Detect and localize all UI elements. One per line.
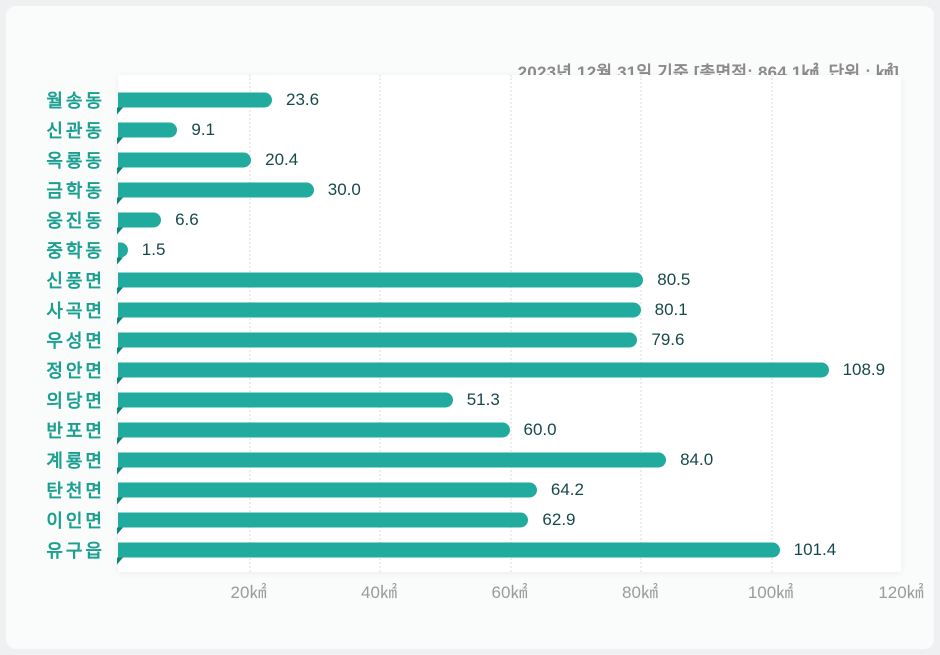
bar-tail xyxy=(117,137,123,145)
x-axis: 20㎢ 40㎢ 60㎢ 80㎢ 100㎢ 120㎢ xyxy=(118,578,924,604)
gridline xyxy=(379,75,381,572)
bar-tail xyxy=(117,257,123,265)
bar xyxy=(117,212,162,235)
value-label: 101.4 xyxy=(793,540,837,559)
value-label: 9.1 xyxy=(191,120,216,139)
x-tick-label: 20㎢ xyxy=(230,583,267,602)
x-tick-label: 40㎢ xyxy=(361,583,397,602)
bar xyxy=(117,422,510,445)
bar xyxy=(117,242,128,265)
plot-area: 23.6 9.1 20.4 30.0 6.6 1.5 80.5 80.1 79.6 108.9 51… xyxy=(117,75,901,572)
bar xyxy=(117,122,178,145)
bar xyxy=(117,452,667,475)
category-label: 계룡면 xyxy=(46,451,105,471)
bar xyxy=(117,272,644,295)
category-label: 유구읍 xyxy=(46,541,105,561)
value-label: 6.6 xyxy=(175,210,199,229)
bar-tail xyxy=(117,497,123,505)
value-label: 1.5 xyxy=(141,240,166,259)
value-label: 79.6 xyxy=(651,330,685,349)
bar xyxy=(117,392,453,415)
bar xyxy=(117,512,529,535)
bar-tail xyxy=(117,167,123,175)
bar xyxy=(117,92,272,115)
category-label: 월송동 xyxy=(46,91,105,111)
category-label: 옥룡동 xyxy=(46,151,105,171)
value-label: 20.4 xyxy=(265,150,299,169)
bar-tail xyxy=(117,557,123,565)
bar-tail xyxy=(117,107,123,115)
category-label: 중학동 xyxy=(46,241,105,261)
category-label: 탄천면 xyxy=(46,481,105,501)
value-label: 84.0 xyxy=(680,450,714,469)
bar xyxy=(117,332,638,355)
bar-tail xyxy=(117,197,123,205)
value-label: 62.9 xyxy=(542,510,576,529)
bar xyxy=(117,302,641,325)
bar-tail xyxy=(117,287,123,295)
bar-tail xyxy=(117,467,123,475)
value-label: 51.3 xyxy=(466,390,500,409)
gridline xyxy=(509,75,512,572)
category-label: 반포면 xyxy=(46,421,105,441)
x-tick-label: 100㎢ xyxy=(747,583,794,602)
category-label: 이인면 xyxy=(46,511,105,531)
bar xyxy=(117,152,252,175)
x-tick-label: 60㎢ xyxy=(491,583,528,602)
value-label: 80.1 xyxy=(654,300,688,319)
category-label: 웅진동 xyxy=(46,211,105,231)
gridline xyxy=(640,75,642,572)
value-label: 80.5 xyxy=(657,270,691,289)
bar-tail xyxy=(117,377,123,385)
category-label: 우성면 xyxy=(46,331,105,351)
bar xyxy=(117,362,829,385)
bar-tail xyxy=(117,227,123,235)
bar xyxy=(117,182,314,205)
bar-tail xyxy=(117,527,123,535)
category-label: 정안면 xyxy=(46,361,105,381)
bar-tail xyxy=(117,317,123,325)
value-label: 30.0 xyxy=(327,180,361,199)
gridline xyxy=(248,75,251,572)
x-tick-label: 80㎢ xyxy=(622,583,658,602)
value-label: 23.6 xyxy=(285,90,320,109)
bar-tail xyxy=(117,407,123,415)
category-label: 신풍면 xyxy=(46,271,105,291)
bar-tail xyxy=(117,347,123,355)
value-label: 60.0 xyxy=(523,420,557,439)
value-label: 64.2 xyxy=(550,480,584,499)
category-label: 의당면 xyxy=(46,391,105,411)
gridline xyxy=(770,75,773,572)
x-tick-label: 120㎢ xyxy=(878,583,924,602)
bar-tail xyxy=(117,437,123,445)
category-label: 사곡면 xyxy=(46,301,105,321)
category-label: 금학동 xyxy=(46,181,105,201)
bar xyxy=(117,482,537,505)
bar xyxy=(117,542,780,565)
value-label: 108.9 xyxy=(842,360,886,379)
category-label: 신관동 xyxy=(46,121,105,141)
